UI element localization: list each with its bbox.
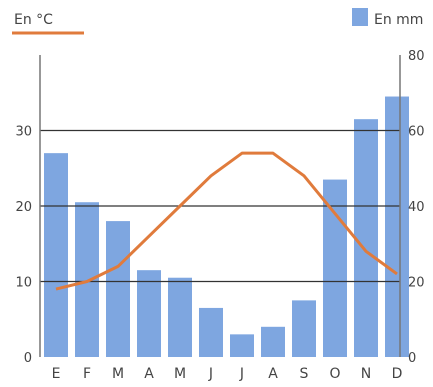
month-label-9: S [300,366,309,382]
left-tick-30: 30 [15,125,32,140]
precipitation-bar-11 [354,119,378,357]
month-label-6: J [208,366,213,382]
month-label-8: A [268,366,278,382]
precipitation-bar-2 [75,202,99,357]
precipitation-bar-9 [292,300,316,357]
precipitation-bar-1 [44,153,68,357]
right-tick-80: 80 [408,49,425,64]
month-label-7: J [239,366,244,382]
precipitation-bar-8 [261,326,285,357]
month-label-11: N [361,366,371,382]
axes [39,55,401,357]
month-label-4: A [144,366,154,382]
right-tick-0: 0 [408,351,416,366]
left-tick-10: 10 [15,276,32,291]
month-label-2: F [83,366,91,382]
month-label-5: M [174,366,186,382]
gridlines [40,129,400,283]
legend: En °C En mm [12,8,423,35]
precipitation-bars [44,96,409,358]
right-axis-ticks: 0 20 40 60 80 [408,49,425,366]
legend-precipitation-swatch [352,8,368,26]
precipitation-bar-3 [106,221,130,357]
month-label-3: M [112,366,124,382]
precipitation-bar-7 [230,334,254,357]
month-label-10: O [329,366,340,382]
temperature-line [55,151,398,291]
right-tick-40: 40 [408,200,425,215]
precipitation-bar-4 [137,270,161,357]
left-tick-0: 0 [24,351,32,366]
month-label-1: E [52,366,61,382]
precipitation-bar-5 [168,277,192,357]
precipitation-bar-12 [385,96,409,358]
right-tick-60: 60 [408,125,425,140]
legend-temperature-label: En °C [14,12,53,28]
legend-precipitation-label: En mm [374,12,423,28]
left-axis-ticks: 0 10 20 30 [15,125,32,367]
right-tick-20: 20 [408,276,425,291]
precipitation-bar-6 [199,307,223,357]
month-label-12: D [392,366,403,382]
left-tick-20: 20 [15,200,32,215]
precipitation-bar-10 [323,179,347,357]
